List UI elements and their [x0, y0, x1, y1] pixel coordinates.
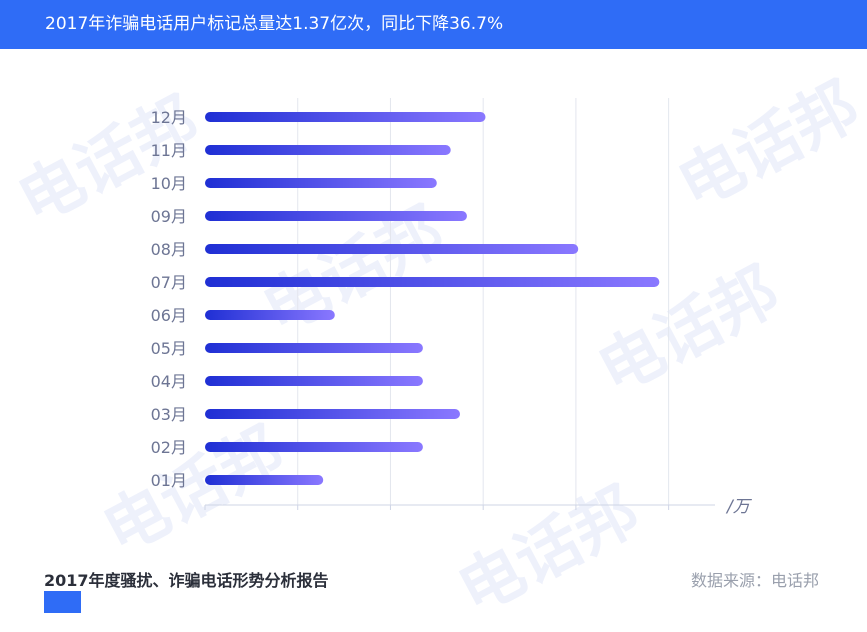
data-source: 数据来源：电话邦 [690, 571, 819, 590]
bar-11月 [205, 145, 451, 155]
y-tick-label: 09月 [151, 207, 187, 226]
bar-06月 [205, 310, 335, 320]
bar-04月 [205, 376, 423, 386]
bar-01月 [205, 475, 324, 485]
y-tick-label: 02月 [151, 438, 187, 457]
bars [205, 112, 660, 485]
y-tick-label: 06月 [151, 306, 187, 325]
y-tick-label: 10月 [151, 174, 187, 193]
bar-02月 [205, 442, 423, 452]
footer-accent-block [44, 591, 81, 613]
y-tick-label: 11月 [151, 141, 187, 160]
bar-chart: 12月 11月 10月 09月 08月 07月 06月 05月 04月 03月 02月 01月 /万 [151, 98, 753, 517]
y-tick-label: 04月 [151, 372, 187, 391]
bar-08月 [205, 244, 579, 254]
report-title: 2017年度骚扰、诈骗电话形势分析报告 [44, 571, 329, 590]
page-title: 2017年诈骗电话用户标记总量达1.37亿次，同比下降36.7% [45, 14, 504, 34]
y-tick-label: 03月 [151, 405, 187, 424]
bar-12月 [205, 112, 486, 122]
gridlines [297, 98, 670, 505]
bar-09月 [205, 211, 467, 221]
x-axis [204, 504, 715, 510]
y-tick-label: 12月 [151, 108, 187, 127]
bar-03月 [205, 409, 460, 419]
bar-10月 [205, 178, 437, 188]
y-tick-labels: 12月 11月 10月 09月 08月 07月 06月 05月 04月 03月 02月 01月 [151, 108, 187, 490]
bar-07月 [205, 277, 660, 287]
y-tick-label: 05月 [151, 339, 187, 358]
header-banner: 2017年诈骗电话用户标记总量达1.37亿次，同比下降36.7% [0, 0, 867, 49]
bar-05月 [205, 343, 423, 353]
y-tick-label: 07月 [151, 273, 187, 292]
x-unit-label: /万 [725, 497, 753, 517]
y-tick-label: 08月 [151, 240, 187, 259]
y-tick-label: 01月 [151, 471, 187, 490]
